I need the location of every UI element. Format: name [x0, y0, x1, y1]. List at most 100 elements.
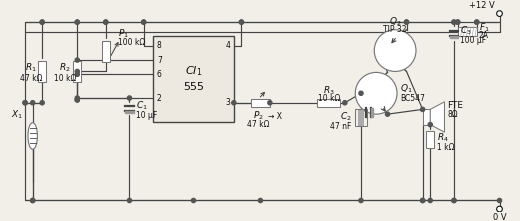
Circle shape — [31, 198, 35, 203]
Bar — [355, 109, 367, 126]
Bar — [38, 61, 46, 82]
Circle shape — [359, 91, 363, 95]
Circle shape — [31, 101, 35, 105]
Circle shape — [232, 101, 236, 105]
Text: $F_1$: $F_1$ — [478, 22, 489, 34]
Circle shape — [452, 20, 456, 24]
Text: → X: → X — [268, 112, 282, 120]
Circle shape — [40, 20, 44, 24]
Circle shape — [75, 96, 80, 100]
Ellipse shape — [28, 123, 37, 149]
Circle shape — [75, 72, 80, 76]
Bar — [125, 111, 134, 113]
Circle shape — [355, 72, 397, 114]
Text: BC547: BC547 — [400, 93, 425, 103]
Circle shape — [127, 96, 132, 100]
Circle shape — [103, 20, 108, 24]
Text: FTE: FTE — [447, 101, 463, 110]
Text: $P_2$: $P_2$ — [253, 110, 264, 122]
Text: 10 μF: 10 μF — [136, 110, 158, 120]
Text: 47 kΩ: 47 kΩ — [247, 120, 270, 129]
Circle shape — [359, 198, 363, 203]
Circle shape — [23, 101, 27, 105]
Circle shape — [75, 20, 80, 24]
Circle shape — [239, 20, 243, 24]
Circle shape — [428, 122, 432, 127]
Circle shape — [141, 20, 146, 24]
Text: 6: 6 — [157, 70, 162, 79]
Text: $R_4$: $R_4$ — [437, 132, 449, 144]
Circle shape — [475, 20, 479, 24]
Polygon shape — [430, 102, 445, 132]
Circle shape — [40, 101, 44, 105]
Text: $C_1$: $C_1$ — [136, 99, 148, 112]
Circle shape — [141, 20, 146, 24]
Text: 100 μF: 100 μF — [460, 36, 486, 45]
Circle shape — [75, 58, 80, 62]
Text: 10 kΩ: 10 kΩ — [54, 74, 76, 83]
Text: $C_3$: $C_3$ — [460, 24, 472, 37]
Circle shape — [405, 20, 409, 24]
Text: $C_2$: $C_2$ — [340, 111, 352, 123]
Text: $Q_1$: $Q_1$ — [400, 82, 412, 95]
Text: $R_1$: $R_1$ — [25, 61, 37, 74]
Circle shape — [191, 198, 196, 203]
Text: 8: 8 — [157, 41, 162, 50]
Text: 4: 4 — [225, 41, 230, 50]
Bar — [358, 109, 364, 126]
Bar — [458, 27, 477, 36]
Text: $Q_2$: $Q_2$ — [389, 16, 401, 28]
Bar — [73, 61, 81, 82]
Text: $R_2$: $R_2$ — [59, 61, 71, 74]
Text: $P_1$: $P_1$ — [118, 27, 129, 40]
Circle shape — [127, 198, 132, 203]
Circle shape — [40, 20, 44, 24]
Circle shape — [75, 69, 80, 74]
Text: 10 kΩ: 10 kΩ — [318, 93, 340, 103]
Circle shape — [421, 198, 425, 203]
Text: 2: 2 — [157, 93, 162, 103]
Circle shape — [497, 206, 502, 212]
Circle shape — [421, 198, 425, 203]
Text: 1 kΩ: 1 kΩ — [437, 143, 454, 152]
Circle shape — [75, 20, 80, 24]
Bar — [251, 99, 270, 107]
Circle shape — [31, 198, 35, 203]
Bar — [450, 36, 458, 38]
Text: 2A: 2A — [478, 31, 489, 40]
Circle shape — [343, 101, 347, 105]
Circle shape — [75, 98, 80, 102]
Bar — [426, 131, 434, 148]
Text: 7: 7 — [157, 55, 162, 65]
Circle shape — [452, 20, 456, 24]
Circle shape — [385, 112, 389, 116]
Text: 555: 555 — [183, 82, 204, 92]
Circle shape — [239, 20, 243, 24]
Text: $CI_1$: $CI_1$ — [185, 65, 202, 78]
Text: 3: 3 — [225, 98, 230, 107]
Text: +12 V: +12 V — [469, 0, 495, 10]
Text: 8Ω: 8Ω — [447, 110, 458, 119]
Circle shape — [475, 20, 479, 24]
Circle shape — [456, 20, 460, 24]
Circle shape — [452, 198, 456, 203]
Circle shape — [75, 98, 80, 102]
Circle shape — [258, 198, 263, 203]
Circle shape — [405, 20, 409, 24]
Bar — [423, 109, 430, 125]
Text: $R_3$: $R_3$ — [323, 84, 334, 97]
Circle shape — [456, 20, 460, 24]
Text: 47 kΩ: 47 kΩ — [20, 74, 42, 83]
Text: 47 nF: 47 nF — [330, 122, 352, 131]
Circle shape — [428, 198, 432, 203]
Circle shape — [498, 198, 502, 203]
Circle shape — [23, 101, 27, 105]
Bar — [102, 41, 110, 62]
Circle shape — [374, 30, 416, 71]
Text: 0 V: 0 V — [492, 213, 506, 221]
Circle shape — [268, 101, 272, 105]
Bar — [371, 108, 373, 116]
Bar — [153, 36, 234, 122]
Bar — [317, 99, 340, 107]
Circle shape — [497, 11, 502, 16]
